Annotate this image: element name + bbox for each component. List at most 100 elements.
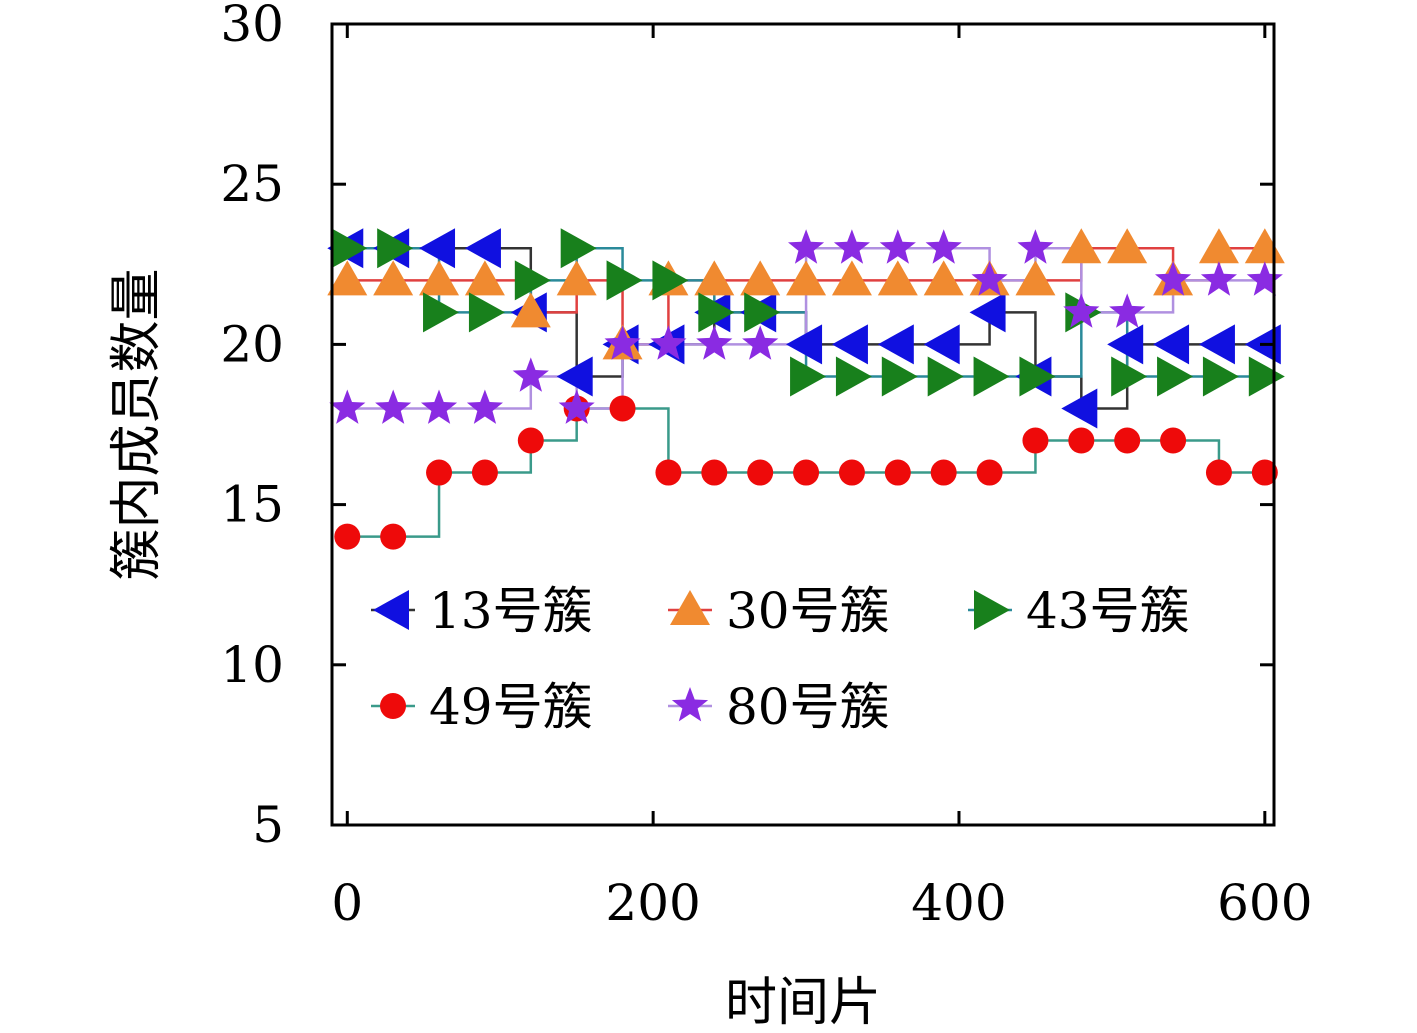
data-point [793,459,820,486]
data-point [419,228,456,269]
data-point [923,260,964,296]
data-point [327,260,368,296]
data-point [1198,228,1239,264]
data-point [558,389,595,424]
data-point [464,260,505,296]
data-point [609,395,636,422]
data-point [1019,356,1056,397]
legend-marker [670,590,710,625]
data-point [976,459,1003,486]
data-point [742,325,779,360]
data-point [1114,427,1141,454]
data-point [973,356,1010,397]
data-point [421,389,458,424]
data-point [879,229,916,264]
data-point [838,459,865,486]
data-point [1017,229,1054,264]
data-point [1205,459,1232,486]
data-point [373,260,414,296]
data-point [969,292,1006,333]
legend-label: 13号簇 [429,582,593,640]
plot-frame [330,22,1276,827]
data-point [1251,459,1278,486]
y-tick-label: 30 [220,0,284,53]
data-point [1107,324,1144,365]
legend-label: 80号簇 [726,678,890,736]
data-point [1061,228,1102,264]
data-point [884,459,911,486]
data-point [786,260,827,296]
y-tick-label: 5 [252,796,284,854]
data-point [698,292,735,333]
data-point [740,260,781,296]
data-point [334,523,361,550]
data-point [1061,388,1098,429]
legend-marker [380,693,406,719]
data-point [927,356,964,397]
data-point [833,229,870,264]
data-point [1107,228,1148,264]
data-point [831,260,872,296]
data-point [971,261,1008,296]
data-point [464,228,501,269]
y-tick-label: 15 [220,476,284,534]
data-point [329,389,366,424]
data-point [930,459,957,486]
data-point [517,427,544,454]
data-point [1248,356,1285,397]
x-tick-label: 200 [605,874,700,932]
data-point [1200,261,1237,296]
data-point [1109,293,1146,328]
data-point [881,356,918,397]
data-point [1063,293,1100,328]
data-point [835,356,872,397]
data-point [1155,261,1192,296]
data-point [788,229,825,264]
data-point [1160,427,1187,454]
data-point [1111,356,1148,397]
y-tick-label: 25 [220,155,284,213]
x-tick-label: 400 [911,874,1006,932]
x-tick-label: 0 [331,874,363,932]
data-point [606,260,643,301]
data-point [1068,427,1095,454]
data-point [556,260,597,296]
data-point [560,228,597,269]
legend-marker [671,687,709,722]
data-point [1202,356,1239,397]
data-point [877,324,914,365]
y-tick-label: 20 [220,315,284,373]
data-point [375,389,412,424]
data-point [426,459,453,486]
data-point [694,260,735,296]
data-point [1246,261,1283,296]
plot-area [327,228,1285,550]
data-point [466,389,503,424]
legend-label: 49号簇 [429,678,593,736]
data-point [556,356,593,397]
legend-marker [974,590,1010,630]
legend-label: 43号簇 [1026,582,1190,640]
data-point [1022,427,1049,454]
legend: 13号簇 30号簇 43号簇 49号簇 80号簇 [371,582,1190,736]
data-point [650,325,687,360]
data-point [419,260,460,296]
y-axis-title: 簇内成员数量 [107,268,167,580]
data-point [604,325,641,360]
data-point [652,260,689,301]
data-point [831,324,868,365]
y-tick-label: 10 [220,636,284,694]
data-point [747,459,774,486]
data-point [1153,324,1190,365]
x-axis-title: 时间片 [725,973,881,1033]
x-tick-label: 600 [1217,874,1312,932]
data-point [380,523,407,550]
data-point [468,292,505,333]
data-point [877,260,918,296]
data-point [1157,356,1194,397]
axes: 5 10 15 20 25 30 0 200 400 600 [220,0,1312,932]
data-point [790,356,827,397]
data-point [1244,228,1285,264]
data-point [512,357,549,392]
